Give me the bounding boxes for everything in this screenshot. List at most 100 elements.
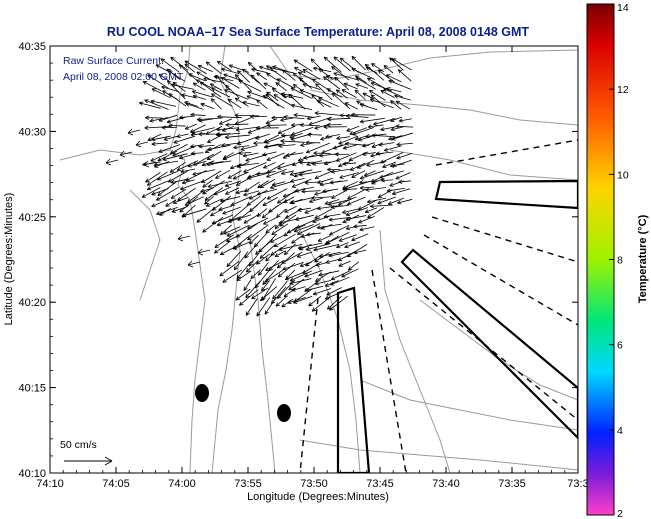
current-arrow [353,224,367,229]
current-arrow [235,288,251,301]
current-arrow [359,170,385,180]
current-arrow [382,161,396,168]
current-arrow [225,122,249,127]
current-arrow [218,205,233,211]
current-arrow [216,60,232,71]
current-arrow [161,85,180,93]
current-arrow [294,67,306,74]
y-axis-label: Latitude (Degrees:Minutes) [3,193,15,326]
current-arrow [271,115,286,120]
current-arrow [227,98,242,109]
current-arrow [160,58,180,73]
current-arrow [256,72,267,81]
current-arrow [245,280,261,299]
current-arrow [156,206,178,216]
current-arrow [145,115,162,120]
current-arrow [380,178,394,183]
current-arrow [299,122,321,128]
current-arrow [362,151,376,157]
current-arrow [256,99,268,109]
current-arrow [206,150,222,161]
current-arrow [345,113,369,119]
current-arrow [260,286,278,302]
x-axis-label: Longitude (Degrees:Minutes) [247,491,389,503]
current-arrow [380,126,396,132]
current-arrow [338,196,357,206]
current-arrow [187,260,201,268]
current-arrow [220,196,241,203]
current-arrow [316,205,341,211]
current-arrow [336,242,349,249]
current-arrow [256,171,276,176]
current-arrow [247,224,269,241]
current-arrow [284,271,306,281]
current-arrow [380,90,395,98]
current-arrow [333,72,359,81]
current-arrow [168,123,186,128]
current-arrow [345,215,367,221]
current-arrow [329,180,348,185]
current-arrow [219,243,242,256]
current-arrow [277,252,296,269]
shelf-contour-3 [389,149,578,181]
current-arrow [338,234,357,242]
current-arrow [185,102,204,110]
current-arrow [362,142,375,148]
current-arrow [323,56,342,73]
current-arrow [247,61,258,72]
current-arrow [271,88,287,99]
current-arrow [165,199,177,207]
y-tick-label: 40:35 [18,41,46,53]
current-arrow [317,235,331,242]
radar-sector-east [434,179,578,210]
current-arrow [149,117,169,123]
current-arrow [323,159,340,166]
x-tick-label: 74:10 [36,478,64,490]
current-arrow [291,178,312,188]
current-arrow [397,198,413,205]
current-arrow [388,79,412,90]
current-arrow [181,93,197,99]
current-arrow [314,251,330,263]
current-arrow [392,188,411,196]
current-arrow [332,143,348,150]
current-arrow [158,144,181,153]
current-arrow [196,207,216,223]
current-arrow [157,150,178,162]
colorbar-tick-label: 6 [617,340,623,352]
current-arrow [347,188,367,200]
channel-contour-2 [379,229,451,473]
current-arrow [232,171,249,180]
current-arrow [144,99,169,110]
current-arrow [233,241,251,250]
current-arrow [297,242,323,250]
current-arrow [280,139,305,144]
current-arrow [326,287,342,296]
current-arrow [299,160,315,165]
current-arrow [359,117,385,124]
current-arrow [197,248,211,256]
current-arrow [227,214,252,224]
current-arrow [318,97,339,107]
y-axis: 40:35 40:30 40:25 40:20 40:15 40:10 [18,41,578,480]
current-arrow [259,178,276,189]
current-arrow [237,70,251,83]
current-arrow [314,111,340,116]
current-arrow [155,64,168,72]
current-arrow [145,172,161,183]
current-arrow [262,95,285,109]
current-arrow [196,117,223,122]
current-arrow [351,68,376,80]
current-arrow [226,225,249,237]
current-arrow [377,189,393,199]
current-arrow [200,187,214,193]
current-arrow [294,186,315,193]
current-arrow [296,251,313,258]
chart-title: RU COOL NOAA–17 Sea Surface Temperature:… [107,25,530,39]
current-arrow [105,158,119,166]
current-arrow [184,60,207,75]
x-tick-label: 73:45 [366,478,394,490]
current-arrow [263,216,279,225]
current-arrow [379,170,404,179]
current-arrow [207,144,231,151]
